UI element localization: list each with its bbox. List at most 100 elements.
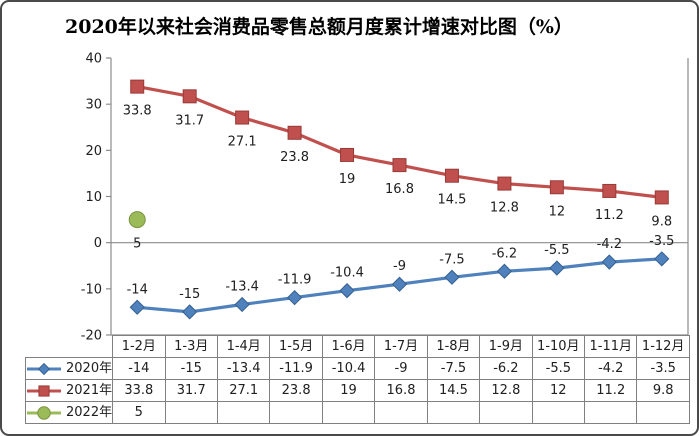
- table-cell: -4.2: [584, 357, 638, 380]
- table-corner-spacer: [26, 336, 113, 358]
- diamond-marker-icon: [339, 283, 355, 299]
- table-cell: -14: [112, 357, 166, 380]
- legend-cell: 2021年: [24, 379, 114, 402]
- table-cell: 19: [321, 379, 376, 402]
- table-cell: -13.4: [216, 357, 271, 380]
- legend-label: 2022年: [66, 405, 113, 420]
- data-label: 12.8: [490, 201, 519, 216]
- data-label: 33.8: [123, 104, 152, 119]
- table-cell: 31.7: [164, 379, 218, 402]
- square-marker-icon: [602, 183, 617, 198]
- data-label: 14.5: [437, 193, 466, 208]
- legend-label: 2021年: [66, 383, 113, 398]
- diamond-marker-icon: [234, 296, 250, 313]
- square-marker-icon: [654, 190, 669, 205]
- table-cell: -7.5: [426, 357, 481, 380]
- chart-title: 2020年以来社会消费品零售总额月度累计增速对比图（%）: [65, 16, 573, 38]
- diamond-marker-icon: [549, 260, 565, 276]
- table-cell: 14.5: [426, 379, 481, 402]
- square-marker-icon: [38, 384, 50, 397]
- table-cell: [531, 401, 586, 424]
- legend-entry: 2021年: [27, 383, 113, 398]
- square-marker-icon: [287, 125, 302, 140]
- category-header: 1-2月: [112, 335, 166, 358]
- table-cell: 27.1: [216, 379, 271, 402]
- category-header: 1-12月: [636, 335, 690, 358]
- category-header: 1-5月: [269, 335, 323, 358]
- diamond-marker-icon: [182, 304, 198, 320]
- data-label: 11.2: [595, 208, 624, 223]
- data-label: -13.4: [225, 280, 259, 295]
- category-header: 1-7月: [374, 335, 428, 358]
- y-axis-tick-label: 10: [85, 190, 102, 205]
- diamond-marker-icon: [286, 289, 303, 306]
- category-header: 1-9月: [479, 335, 533, 358]
- table-cell: [164, 401, 218, 424]
- data-label: -10.4: [330, 266, 364, 281]
- table-cell: -11.9: [269, 357, 323, 380]
- diamond-marker-icon: [444, 269, 460, 285]
- legend-key-icon: [27, 362, 61, 375]
- square-marker-icon: [497, 176, 512, 191]
- table-cell: 12.8: [479, 379, 533, 402]
- legend-key-icon: [27, 405, 61, 420]
- table-row-2021年: 2021年 33.8 31.7 27.1 23.8 19 16.8 14.5 12.8 12 11.…: [24, 379, 690, 402]
- series-line-2021年: [136, 85, 662, 199]
- data-label: -11.9: [278, 273, 312, 288]
- table-cell: -6.2: [479, 357, 533, 380]
- table-cell: [374, 401, 428, 424]
- diamond-marker-icon: [37, 362, 51, 375]
- data-label: 19: [339, 172, 356, 187]
- category-header: 1-4月: [216, 335, 271, 358]
- square-marker-icon: [444, 168, 459, 183]
- table-cell: 33.8: [112, 379, 166, 402]
- square-marker-icon: [549, 180, 564, 195]
- table-cell: 11.2: [584, 379, 638, 402]
- y-axis-tick-label: -20: [81, 329, 102, 344]
- data-label: 5: [133, 237, 141, 252]
- data-label: 16.8: [385, 182, 414, 197]
- table-cell: [426, 401, 481, 424]
- data-label: 27.1: [228, 135, 257, 150]
- data-label: 31.7: [175, 113, 204, 128]
- table-row-2022年: 2022年 5: [24, 401, 690, 424]
- data-label: 9.8: [651, 214, 672, 229]
- data-label: -3.5: [649, 234, 674, 249]
- category-header: 1-3月: [164, 335, 218, 358]
- diamond-marker-icon: [391, 276, 408, 292]
- data-label: -6.2: [492, 246, 517, 261]
- category-header: 1-8月: [426, 335, 481, 358]
- category-header: 1-11月: [584, 335, 638, 358]
- data-label: -9: [393, 259, 406, 274]
- category-header: 1-6月: [321, 335, 376, 358]
- square-marker-icon: [235, 110, 250, 125]
- circle-marker-icon: [37, 405, 51, 420]
- data-label: 23.8: [280, 150, 309, 165]
- table-cell: 12: [531, 379, 586, 402]
- table-cell: -9: [374, 357, 428, 380]
- data-label: -4.2: [597, 237, 622, 252]
- data-label: -5.5: [544, 243, 569, 258]
- legend-entry: 2020年: [27, 362, 112, 376]
- diamond-marker-icon: [601, 254, 617, 270]
- table-row-2020年: 2020年 -14 -15 -13.4 -11.9 -10.4 -9 -7.5 -6.2 -5.5…: [24, 357, 690, 380]
- table-cell: [269, 401, 323, 424]
- square-marker-icon: [340, 147, 355, 162]
- y-axis-tick-label: 20: [85, 144, 102, 159]
- legend-cell: 2022年: [24, 401, 114, 424]
- table-header-row: 1-2月 1-3月 1-4月 1-5月 1-6月 1-7月 1-8月 1-9月 1-10月 1-1…: [26, 335, 690, 358]
- table-cell: [216, 401, 271, 424]
- table-cell: 5: [112, 401, 166, 424]
- square-marker-icon: [130, 79, 145, 94]
- data-label: -15: [179, 287, 200, 302]
- legend-cell: 2020年: [24, 357, 114, 380]
- data-label: -7.5: [439, 252, 464, 267]
- square-marker-icon: [182, 89, 197, 104]
- table-cell: [321, 401, 376, 424]
- legend-key-icon: [27, 384, 61, 397]
- data-label: 12: [549, 204, 566, 219]
- data-label: -14: [127, 282, 148, 297]
- table-cell: 23.8: [269, 379, 323, 402]
